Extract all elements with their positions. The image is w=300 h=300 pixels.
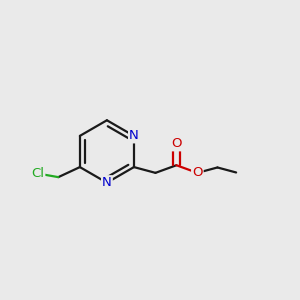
Text: Cl: Cl [31,167,44,180]
Text: O: O [171,137,182,150]
Text: N: N [102,176,112,189]
Text: N: N [129,129,139,142]
Text: O: O [192,167,202,179]
